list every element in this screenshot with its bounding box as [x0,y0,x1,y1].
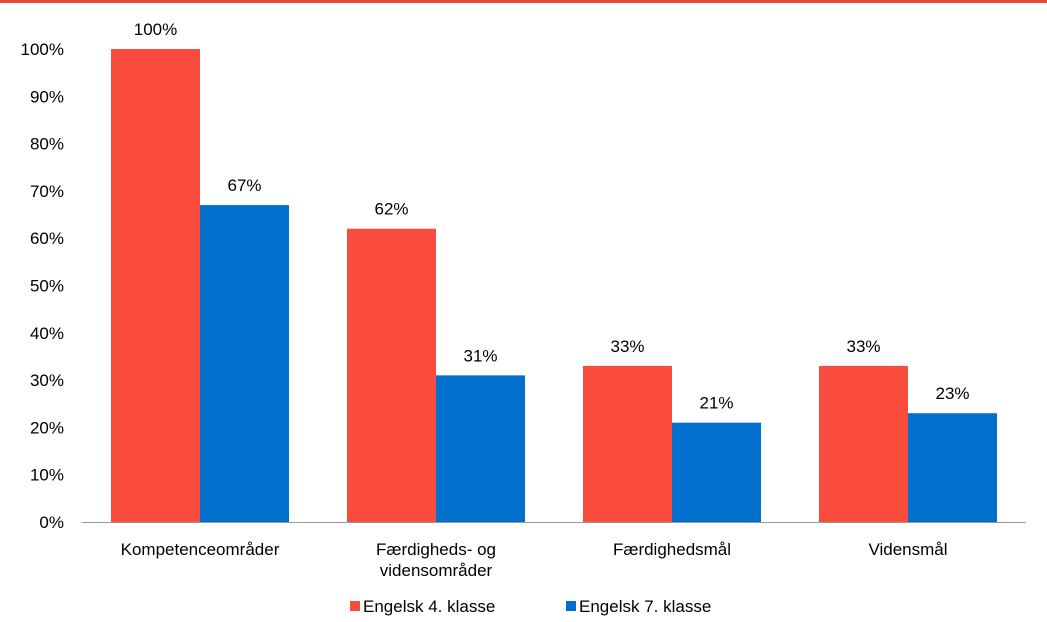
bar-series-2 [436,375,525,522]
y-tick-label: 30% [30,371,64,390]
y-tick-label: 100% [21,40,64,59]
bar-series-1 [347,228,436,523]
y-tick-label: 10% [30,466,64,485]
top-accent-rule [0,0,1047,3]
y-tick-label: 0% [39,513,64,532]
bars [111,49,997,523]
legend-swatch [566,601,576,611]
legend: Engelsk 4. klasse Engelsk 7. klasse [350,597,711,616]
data-label: 23% [935,384,969,403]
data-label: 31% [463,346,497,365]
data-label: 21% [699,394,733,413]
y-tick-label: 20% [30,418,64,437]
x-tick-label: Vidensmål [868,540,947,559]
x-tick-label: Kompetenceområder [121,540,280,559]
data-label: 33% [846,337,880,356]
data-label: 100% [134,20,177,39]
value-labels: 100% 67% 62% 31% 33% 21% 33% 23% [134,20,970,413]
legend-label: Engelsk 4. klasse [363,597,495,616]
legend-swatch [350,601,360,611]
bar-series-2 [908,413,997,522]
data-label: 67% [227,176,261,195]
x-tick-label: Færdigheds- og vidensområder [376,540,496,580]
legend-label: Engelsk 7. klasse [579,597,711,616]
y-tick-label: 90% [30,87,64,106]
bar-series-1 [819,365,908,522]
y-tick-label: 80% [30,135,64,154]
bar-series-1 [111,49,200,522]
x-axis-labels: Kompetenceområder Færdigheds- og vidensomr… [121,540,948,580]
data-label: 62% [374,200,408,219]
y-tick-label: 40% [30,324,64,343]
bar-series-2 [200,205,289,522]
data-label: 33% [610,337,644,356]
y-axis-ticks: 0% 10% 20% 30% 40% 50% 60% 70% 80% 90% 100% [21,40,64,532]
y-tick-label: 50% [30,277,64,296]
bar-series-2 [672,422,761,522]
y-tick-label: 70% [30,182,64,201]
y-tick-label: 60% [30,229,64,248]
x-tick-label: Færdighedsmål [613,540,731,559]
bar-series-1 [583,365,672,522]
